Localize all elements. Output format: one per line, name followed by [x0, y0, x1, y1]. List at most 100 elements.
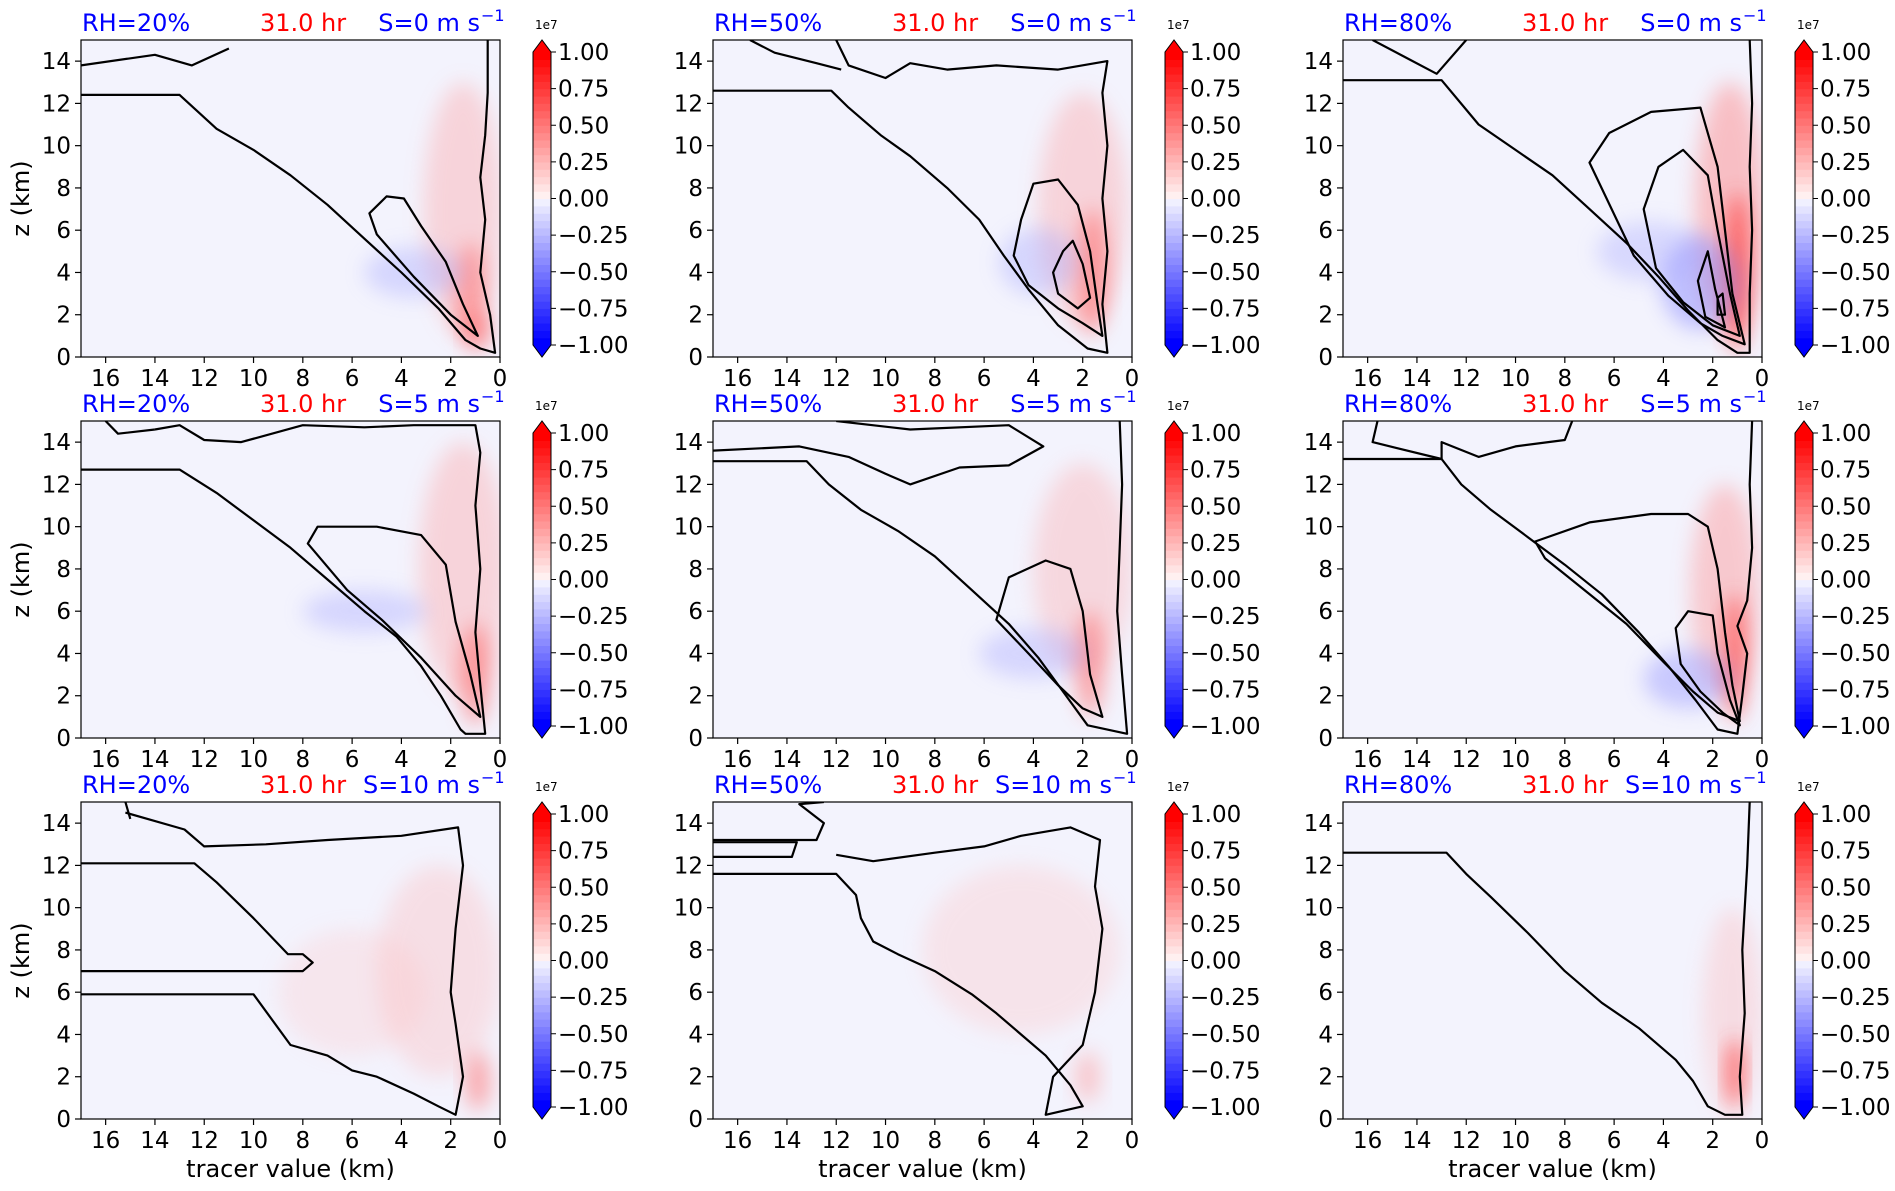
- y-tick-label: 0: [688, 1107, 703, 1133]
- x-tick-label: 14: [772, 747, 801, 773]
- colorbar-band: [1165, 689, 1183, 698]
- colorbar-tick-label: 0.50: [1190, 113, 1241, 139]
- colorbar: 1.00 0.75 0.50 0.25 0.00 −0.25 −0.50 −0.75 −1.00…: [1164, 18, 1260, 359]
- x-axis-label: tracer value (km): [186, 1155, 395, 1183]
- colorbar-multiplier: 1e7: [1167, 780, 1190, 794]
- contour-line: [995, 559, 1104, 718]
- colorbar-band: [1165, 872, 1183, 881]
- colorbar-tick-label: 0.25: [1190, 150, 1241, 176]
- colorbar-band: [1795, 433, 1813, 441]
- colorbar-band: [533, 953, 551, 962]
- colorbar-band: [1795, 293, 1813, 302]
- colorbar-band: [1795, 301, 1813, 309]
- colorbar-tick-label: 0.25: [1820, 912, 1871, 938]
- colorbar-band: [1165, 271, 1183, 280]
- colorbar-tick-label: 0.75: [1820, 458, 1871, 484]
- x-tick-label: 4: [1656, 1128, 1671, 1154]
- colorbar-band: [1795, 528, 1813, 537]
- y-tick-label: 0: [1318, 345, 1333, 371]
- colorbar-band: [1795, 535, 1813, 544]
- colorbar-tick-label: −1.00: [558, 333, 628, 359]
- colorbar-tick-label: 0.50: [558, 494, 609, 520]
- colorbar-band: [533, 301, 551, 309]
- colorbar-band: [1795, 1004, 1813, 1013]
- colorbar-band: [1165, 183, 1183, 192]
- y-tick-label: 0: [56, 726, 71, 752]
- contour-line: [81, 811, 465, 1116]
- rh-label: RH=50%: [714, 771, 822, 799]
- y-tick-label: 2: [1318, 1065, 1333, 1091]
- y-tick-label: 2: [1318, 303, 1333, 329]
- colorbar-tick-label: −0.75: [558, 677, 628, 703]
- colorbar-tick-label: 0.75: [1190, 77, 1241, 103]
- colorbar-multiplier: 1e7: [1797, 780, 1820, 794]
- colorbar-band: [1165, 279, 1183, 287]
- colorbar-band: [1165, 66, 1183, 75]
- contour-layer: [81, 40, 497, 354]
- colorbar-max-extension: [1795, 802, 1813, 814]
- shading-layer: [922, 865, 1120, 1103]
- colorbar-band: [1795, 674, 1813, 683]
- colorbar-tick-label: −0.50: [558, 641, 628, 667]
- y-tick-label: 4: [56, 641, 71, 667]
- colorbar-band: [1795, 630, 1813, 639]
- y-tick-label: 12: [1304, 91, 1333, 117]
- colorbar-band: [1165, 1026, 1183, 1035]
- colorbar-band: [533, 81, 551, 90]
- colorbar-tick-label: 0.00: [1190, 187, 1241, 213]
- colorbar-band: [533, 1070, 551, 1079]
- colorbar-band: [533, 1004, 551, 1013]
- contour-line: [1696, 250, 1727, 329]
- colorbar-band: [533, 1085, 551, 1093]
- y-tick-label: 4: [1318, 260, 1333, 286]
- colorbar-band: [1165, 81, 1183, 90]
- y-tick-label: 6: [56, 599, 71, 625]
- contour-line: [1372, 40, 1468, 75]
- colorbar-band: [1165, 989, 1183, 998]
- colorbar-tick-label: 0.75: [558, 77, 609, 103]
- y-tick-label: 12: [674, 91, 703, 117]
- shear-label: S=0 m s: [378, 9, 480, 37]
- colorbar-band: [1165, 498, 1183, 507]
- y-tick-label: 2: [56, 684, 71, 710]
- colorbar-tick-label: −1.00: [1820, 333, 1890, 359]
- colorbar-multiplier: 1e7: [1797, 399, 1820, 413]
- colorbar-band: [1795, 491, 1813, 500]
- colorbar: 1.00 0.75 0.50 0.25 0.00 −0.25 −0.50 −0.75 −1.00…: [532, 780, 628, 1121]
- colorbar-band: [533, 579, 551, 588]
- panel-3: 16 14 12 10 8 6 4 2 0 0 2 4 6 8 10 12 14 RH=80% 31.0 hr S=0…: [1304, 6, 1891, 392]
- colorbar-band: [1795, 242, 1813, 251]
- contour-line: [713, 802, 825, 842]
- x-tick-label: 14: [140, 1128, 169, 1154]
- colorbar-band: [533, 161, 551, 170]
- x-tick-label: 12: [1452, 366, 1481, 392]
- y-tick-label: 4: [688, 260, 703, 286]
- y-tick-label: 4: [688, 641, 703, 667]
- colorbar-tick-label: 0.00: [558, 568, 609, 594]
- colorbar-tick-label: −0.50: [558, 260, 628, 286]
- colorbar-band: [1795, 616, 1813, 625]
- rh-label: RH=20%: [82, 9, 190, 37]
- colorbar-band: [1165, 330, 1183, 339]
- colorbar-band: [1795, 191, 1813, 200]
- colorbar-band: [1165, 586, 1183, 595]
- colorbar-band: [533, 931, 551, 940]
- x-tick-label: 6: [977, 747, 992, 773]
- colorbar-band: [1795, 1026, 1813, 1035]
- colorbar-band: [1795, 1063, 1813, 1071]
- colorbar-band: [1795, 498, 1813, 507]
- x-tick-label: 16: [1353, 1128, 1382, 1154]
- colorbar-band: [1795, 125, 1813, 134]
- colorbar-band: [1795, 931, 1813, 940]
- colorbar-band: [533, 623, 551, 632]
- colorbar-band: [1795, 249, 1813, 258]
- colorbar-tick-label: 1.00: [1190, 802, 1241, 828]
- colorbar-band: [1795, 689, 1813, 698]
- x-tick-label: 4: [394, 366, 409, 392]
- colorbar-band: [1795, 682, 1813, 690]
- colorbar-band: [1165, 579, 1183, 588]
- colorbar-band: [1165, 147, 1183, 156]
- shading-blob: [465, 1051, 491, 1111]
- y-tick-label: 2: [1318, 684, 1333, 710]
- x-tick-label: 6: [977, 366, 992, 392]
